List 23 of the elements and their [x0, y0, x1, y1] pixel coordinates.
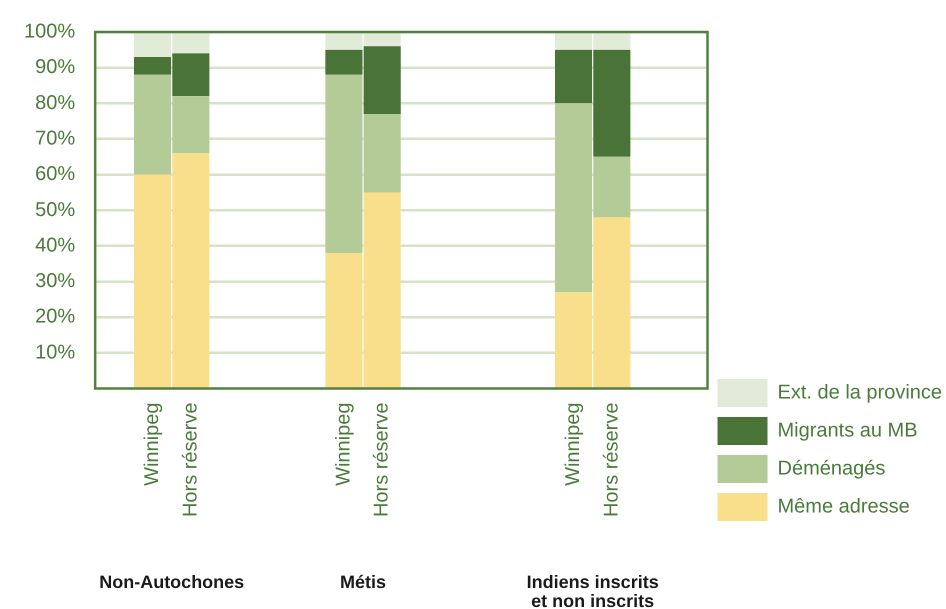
y-tick-label: 70% [35, 127, 76, 150]
y-tick-label: 90% [35, 56, 76, 78]
y-tick-label: 40% [35, 234, 76, 256]
y-tick-label: 20% [35, 306, 76, 328]
y-tick-label: 50% [35, 198, 76, 221]
y-tick-label: 10% [35, 341, 76, 364]
text: Indiens inscrits et non inscrits [526, 572, 659, 609]
y-tick-label: 30% [35, 270, 76, 292]
legend-label: Ext. de la province [778, 382, 942, 404]
x-tick-label: Hors réserve [370, 402, 393, 518]
x-tick-label: Winnipeg [141, 402, 164, 486]
y-tick-label: 60% [35, 163, 76, 186]
text: Non-Autochones [99, 572, 244, 592]
legend-label: Même adresse [778, 496, 910, 518]
legend-label: Migrants au MB [778, 420, 918, 442]
y-tick-label: 80% [35, 92, 76, 114]
x-tick-label: Winnipeg [562, 402, 584, 486]
legend-label: Déménagés [778, 458, 886, 480]
y-tick-label: 100% [24, 20, 76, 43]
text: Métis [340, 572, 386, 592]
x-tick-label: Hors réserve [179, 402, 202, 518]
x-tick-label: Winnipeg [332, 402, 354, 486]
x-tick-label: Hors réserve [600, 402, 622, 518]
